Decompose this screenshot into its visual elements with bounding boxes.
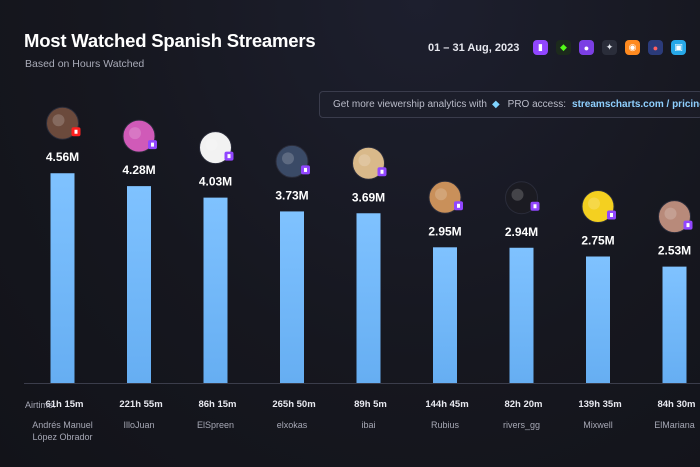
bar-value-label: 4.56M (46, 150, 79, 164)
airtime-value: 139h 35m (578, 399, 621, 410)
kick-icon[interactable]: ◆ (556, 40, 571, 55)
twitch-icon-glyph (686, 223, 690, 228)
bar (356, 213, 381, 383)
bar-value-label: 2.53M (658, 244, 691, 258)
airtime-value: 144h 45m (425, 399, 468, 410)
page-subtitle: Based on Hours Watched (25, 58, 145, 70)
streamer-name: ibai (361, 420, 375, 430)
airtime-value: 84h 30m (657, 399, 695, 410)
avatar-face (358, 154, 371, 167)
airtime-value: 61h 15m (45, 399, 83, 410)
bar (586, 256, 610, 383)
bar-value-label: 3.69M (352, 190, 385, 204)
bar (127, 186, 151, 383)
page-title: Most Watched Spanish Streamers (24, 30, 316, 51)
youtube-icon-glyph (74, 129, 78, 134)
avatar-face (588, 197, 600, 210)
bar (50, 173, 75, 383)
bar (280, 211, 304, 383)
bar (662, 266, 687, 383)
twitch-icon-glyph (533, 204, 537, 209)
bar (509, 247, 534, 383)
bar-value-label: 3.73M (275, 188, 308, 202)
streamer-avatar (275, 144, 309, 178)
avatar-face (511, 188, 524, 201)
streamer-avatar (122, 119, 156, 153)
twitch-icon-glyph (457, 203, 460, 208)
avatar-face (205, 138, 218, 151)
date-range: 01 – 31 Aug, 2023 (428, 42, 520, 54)
platform-icons: ▮ ◆ ● ✦ ◉ ● ▣ (533, 40, 686, 55)
streamer-avatar (46, 106, 79, 140)
streamer-name-line2: López Obrador (32, 432, 92, 442)
streamer-name: elxokas (277, 420, 308, 430)
bar-value-label: 4.03M (199, 175, 232, 189)
promo-pro-label: PRO access: (507, 99, 567, 110)
bar (203, 197, 228, 383)
avatar-face (52, 114, 65, 127)
avatar-face (435, 188, 447, 201)
x-axis-line (24, 383, 700, 384)
streamer-avatar (658, 200, 691, 234)
nimo-icon[interactable]: ◉ (625, 40, 640, 55)
streamer-avatar (505, 181, 538, 215)
afreecatv-icon[interactable]: ✦ (602, 40, 617, 55)
airtime-value: 82h 20m (504, 399, 542, 410)
diamond-icon: ◆ (491, 99, 500, 110)
bar-value-label: 2.75M (581, 234, 614, 248)
airtime-label: Airtime: (25, 400, 56, 410)
bar-value-label: 2.94M (505, 225, 538, 239)
bar-value-label: 2.95M (428, 224, 461, 238)
avatar-face (129, 127, 141, 140)
streamer-avatar (199, 131, 232, 165)
streamer-avatar (428, 180, 462, 214)
bilibili-icon[interactable]: ▣ (671, 40, 686, 55)
airtime-value: 265h 50m (272, 399, 315, 410)
twitch-icon-glyph (304, 167, 307, 172)
twitch-icon-glyph (227, 154, 231, 159)
bar (433, 247, 457, 383)
streamer-avatar (352, 146, 385, 180)
bar-value-label: 4.28M (122, 163, 155, 177)
twitch-icon-glyph (151, 142, 154, 147)
promo-banner[interactable]: Get more viewership analytics with ◆ PRO… (319, 91, 700, 118)
airtime-value: 221h 55m (119, 399, 162, 410)
streamer-name: Rubius (431, 420, 460, 430)
streamer-name: ElMariana (654, 420, 695, 430)
avatar-face (282, 152, 294, 165)
twitch-icon-glyph (610, 213, 613, 217)
trovo-icon[interactable]: ● (579, 40, 594, 55)
streamer-name: Andrés Manuel (32, 420, 93, 430)
avatar-face (664, 207, 677, 220)
streamer-name: Mixwell (583, 420, 613, 430)
vk-play-icon[interactable]: ● (648, 40, 663, 55)
airtime-value: 89h 5m (354, 399, 387, 410)
promo-text: Get more viewership analytics with (333, 99, 487, 110)
streamer-name: rivers_gg (503, 420, 540, 430)
twitch-icon[interactable]: ▮ (533, 40, 548, 55)
streamer-avatar (581, 190, 615, 223)
pricing-link[interactable]: streamscharts.com / pricing (572, 99, 700, 110)
streamer-name: ElSpreen (197, 420, 234, 430)
twitch-icon-glyph (380, 169, 384, 174)
streamer-name: IlloJuan (123, 420, 154, 430)
airtime-value: 86h 15m (198, 399, 236, 410)
